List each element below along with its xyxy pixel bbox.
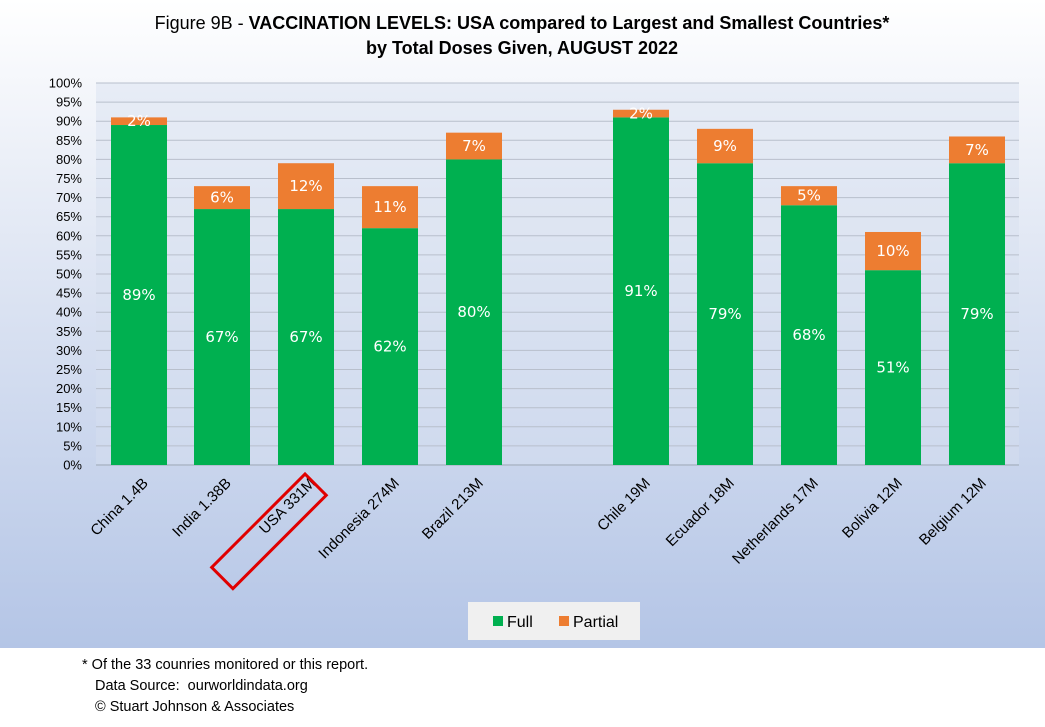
y-tick-label: 70% bbox=[56, 190, 82, 205]
y-tick-label: 30% bbox=[56, 343, 82, 358]
chart-title-main: VACCINATION LEVELS: USA compared to Larg… bbox=[249, 13, 890, 33]
stacked-bar-chart: Figure 9B - VACCINATION LEVELS: USA comp… bbox=[49, 13, 1019, 640]
data-label-partial: 7% bbox=[462, 137, 486, 155]
footnote-copyright: © Stuart Johnson & Associates bbox=[95, 699, 295, 715]
x-category-label: China 1.4B bbox=[87, 475, 152, 540]
data-label-full: 80% bbox=[457, 303, 490, 321]
y-tick-label: 100% bbox=[49, 76, 83, 91]
data-label-full: 79% bbox=[960, 305, 993, 323]
bar-full bbox=[613, 117, 669, 465]
bar-full bbox=[865, 270, 921, 465]
y-tick-label: 90% bbox=[56, 114, 82, 129]
y-tick-label: 20% bbox=[56, 381, 82, 396]
data-label-partial: 7% bbox=[965, 141, 989, 159]
bar-full bbox=[278, 209, 334, 465]
y-tick-label: 40% bbox=[56, 305, 82, 320]
legend-swatch bbox=[559, 616, 569, 626]
chart-title-prefix: Figure 9B - bbox=[155, 13, 249, 33]
data-label-full: 67% bbox=[289, 328, 322, 346]
y-axis: 0% 5% 10% 15% 20% 25% 30% 35% 40% 45% 50% 55% 60% 65%… bbox=[49, 76, 83, 473]
bar-full bbox=[781, 205, 837, 466]
y-tick-label: 25% bbox=[56, 362, 82, 377]
bar-partial bbox=[613, 109, 669, 118]
data-label-full: 51% bbox=[876, 359, 909, 377]
y-tick-label: 75% bbox=[56, 171, 82, 186]
legend-label: Full bbox=[507, 614, 533, 631]
y-tick-label: 50% bbox=[56, 267, 82, 282]
bar-partial bbox=[781, 186, 837, 206]
x-category-label: Bolivia 12M bbox=[839, 475, 906, 542]
data-label-partial: 5% bbox=[797, 187, 821, 205]
data-label-full: 68% bbox=[792, 326, 825, 344]
bar-partial bbox=[865, 231, 921, 271]
legend-swatch bbox=[493, 616, 503, 626]
legend-label: Partial bbox=[573, 614, 618, 631]
bar-partial bbox=[111, 117, 167, 126]
y-tick-label: 10% bbox=[56, 419, 82, 434]
data-label-partial: 10% bbox=[876, 242, 909, 260]
highlight-box bbox=[209, 471, 329, 591]
data-label-full: 62% bbox=[373, 338, 406, 356]
y-tick-label: 65% bbox=[56, 209, 82, 224]
data-label-full: 67% bbox=[205, 328, 238, 346]
chart-title: Figure 9B - VACCINATION LEVELS: USA comp… bbox=[155, 13, 890, 33]
y-tick-label: 35% bbox=[56, 324, 82, 339]
bar-partial bbox=[278, 163, 334, 210]
x-category-label: Netherlands 17M bbox=[729, 475, 822, 568]
y-tick-label: 60% bbox=[56, 228, 82, 243]
x-category-label: Brazil 213M bbox=[419, 475, 487, 543]
x-category-label: Ecuador 18M bbox=[663, 475, 738, 550]
bar-full bbox=[949, 163, 1005, 465]
y-tick-label: 5% bbox=[63, 438, 82, 453]
data-label-partial: 11% bbox=[373, 198, 406, 216]
bar-partial bbox=[949, 136, 1005, 164]
data-label-partial: 9% bbox=[713, 137, 737, 155]
y-tick-label: 85% bbox=[56, 133, 82, 148]
bar-partial bbox=[697, 128, 753, 164]
y-tick-label: 95% bbox=[56, 95, 82, 110]
data-label-partial: 12% bbox=[289, 177, 322, 195]
x-category-label: Chile 19M bbox=[594, 475, 654, 535]
x-category-label: Indonesia 274M bbox=[315, 475, 403, 563]
x-category-label: India 1.38B bbox=[169, 475, 235, 541]
bar-partial bbox=[362, 186, 418, 229]
footnote-source: Data Source: ourworldindata.org bbox=[95, 678, 308, 694]
data-label-full: 89% bbox=[122, 286, 155, 304]
bar-partial bbox=[194, 186, 250, 210]
bar-full bbox=[697, 163, 753, 465]
footnote-note: * Of the 33 counries monitored or this r… bbox=[82, 657, 369, 673]
chart-area: Figure 9B - VACCINATION LEVELS: USA comp… bbox=[0, 0, 1045, 648]
x-category-label: Belgium 12M bbox=[916, 475, 990, 549]
footnote: * Of the 33 counries monitored or this r… bbox=[82, 655, 368, 718]
data-label-full: 91% bbox=[624, 282, 657, 300]
bar-partial bbox=[446, 132, 502, 160]
legend: Full Partial bbox=[468, 602, 640, 640]
bar-full bbox=[194, 209, 250, 465]
bar-full bbox=[362, 228, 418, 465]
x-category-label: USA 331M bbox=[256, 475, 319, 538]
data-label-full: 79% bbox=[708, 305, 741, 323]
chart-subtitle: by Total Doses Given, AUGUST 2022 bbox=[366, 38, 678, 58]
data-label-partial: 6% bbox=[210, 189, 234, 207]
bars: 89% 2% 67% 6% 67% 12% 62% 11% 80% 7% 91% 2% 79% 9% 68%… bbox=[111, 105, 1005, 466]
y-tick-label: 45% bbox=[56, 286, 82, 301]
bar-full bbox=[111, 125, 167, 466]
y-tick-label: 15% bbox=[56, 400, 82, 415]
y-tick-label: 0% bbox=[63, 458, 82, 473]
y-tick-label: 55% bbox=[56, 247, 82, 262]
bar-full bbox=[446, 159, 502, 465]
data-label-partial: 2% bbox=[629, 105, 653, 123]
y-tick-label: 80% bbox=[56, 152, 82, 167]
data-label-partial: 2% bbox=[127, 112, 151, 130]
